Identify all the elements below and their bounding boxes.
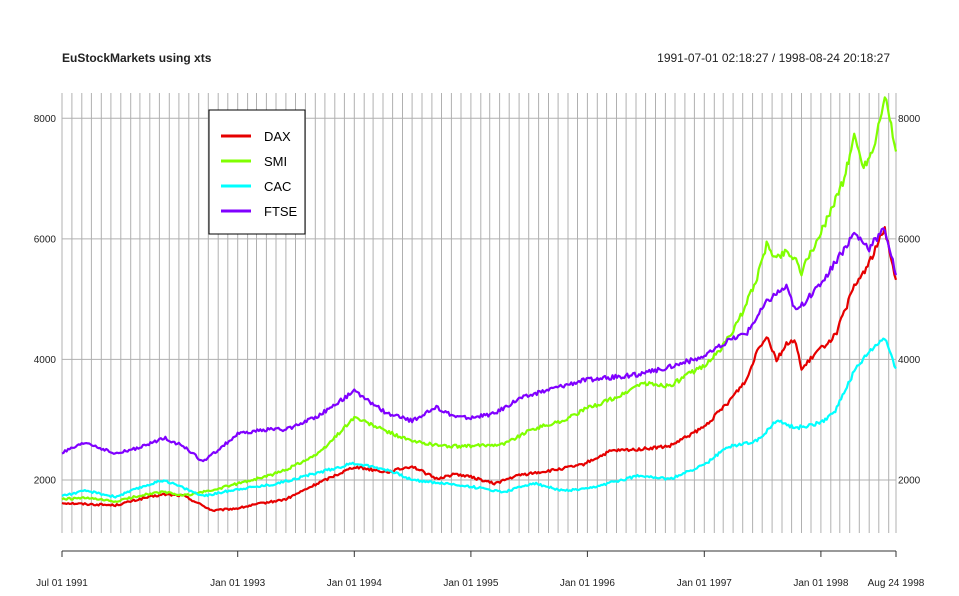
y-tick-label-left: 6000 <box>34 234 57 245</box>
series-line-dax <box>61 226 898 513</box>
chart-title: EuStockMarkets using xts <box>62 51 212 65</box>
x-tick-label: Jan 01 1994 <box>327 578 382 589</box>
x-tick-label: Jul 01 1991 <box>36 578 88 589</box>
x-tick-label: Jan 01 1996 <box>560 578 615 589</box>
legend: DAX SMI CAC FTSE <box>208 109 306 235</box>
y-tick-label-right: 4000 <box>898 355 921 366</box>
y-axis-ticks: 2000 2000 4000 4000 6000 6000 8000 8000 <box>34 114 921 487</box>
legend-label-smi: SMI <box>264 154 287 169</box>
series-line-ftse <box>61 227 898 463</box>
x-tick-label: Jan 01 1993 <box>210 578 265 589</box>
date-range-label: 1991-07-01 02:18:27 / 1998-08-24 20:18:2… <box>657 51 890 65</box>
y-tick-label-right: 2000 <box>898 476 921 487</box>
y-tick-label-left: 2000 <box>34 476 57 487</box>
series-lines <box>61 96 898 513</box>
y-tick-label-left: 4000 <box>34 355 57 366</box>
x-tick-label: Aug 24 1998 <box>868 578 925 589</box>
legend-box <box>208 109 306 235</box>
series-line-cac <box>61 337 897 499</box>
y-tick-label-right: 8000 <box>898 114 921 125</box>
y-tick-label-right: 6000 <box>898 234 921 245</box>
x-tick-label: Jan 01 1997 <box>677 578 732 589</box>
legend-label-ftse: FTSE <box>264 204 298 219</box>
x-axis: Jul 01 1991 Jan 01 1993 Jan 01 1994 Jan 01 … <box>36 550 925 589</box>
legend-label-cac: CAC <box>264 179 291 194</box>
y-tick-label-left: 8000 <box>34 114 57 125</box>
x-tick-label: Jan 01 1995 <box>443 578 498 589</box>
grid <box>61 93 897 533</box>
series-line-smi <box>61 96 898 503</box>
legend-label-dax: DAX <box>264 129 291 144</box>
x-tick-label: Jan 01 1998 <box>793 578 848 589</box>
